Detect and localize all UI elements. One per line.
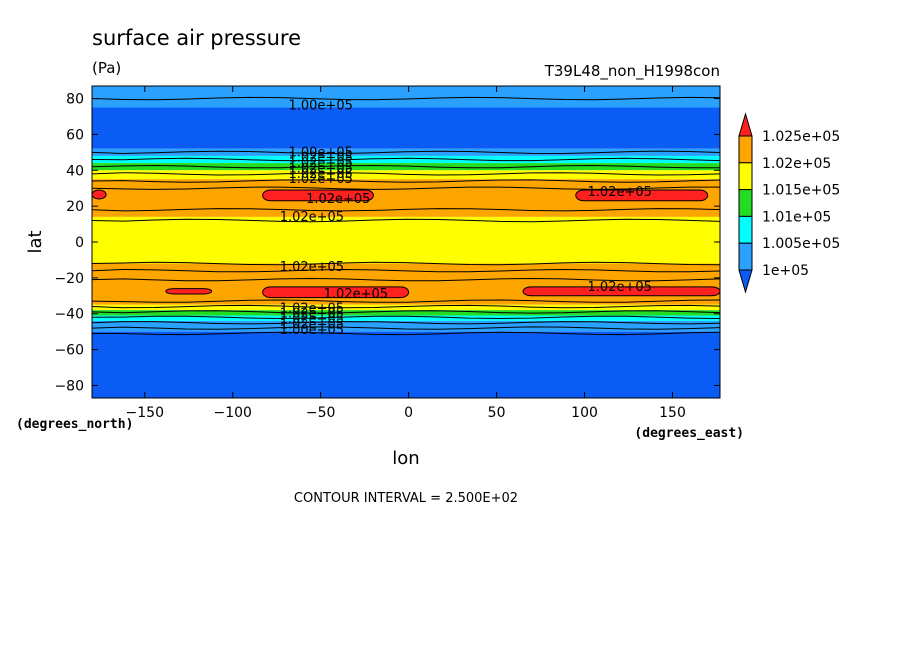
contour-line-3	[91, 164, 721, 169]
contour-line-5	[91, 179, 721, 183]
y-tick-label: −60	[54, 343, 84, 359]
contour-line-11	[91, 277, 721, 282]
chart-subtitle: (Pa)	[92, 59, 121, 77]
x-tick-label: 150	[659, 405, 686, 421]
band-13	[92, 331, 720, 398]
contour-line-18	[91, 331, 721, 336]
contour-line-15	[91, 315, 721, 320]
contour-label: 1.02e+05	[588, 185, 652, 200]
colorbar-label: 1.02e+05	[762, 156, 831, 172]
contour-line-7	[91, 208, 721, 212]
contour-line-16	[91, 321, 721, 325]
band-11	[92, 315, 720, 321]
run-label: T39L48_non_H1998con	[544, 62, 720, 81]
colorbar-segment	[738, 215, 753, 244]
colorbar-label: 1.015e+05	[762, 183, 840, 199]
chart-title: surface air pressure	[92, 26, 301, 50]
max-patch-4	[262, 286, 410, 299]
contour-label: 1.02e+05	[280, 260, 344, 275]
y-tick-label: 20	[66, 199, 84, 215]
band-2	[92, 148, 720, 156]
x-unit-label: (degrees_east)	[634, 426, 744, 441]
contour-labels: 1.00e+051.00e+051.02e+051.02e+051.02e+05…	[280, 99, 652, 338]
contour-label: 1.00e+05	[288, 145, 352, 160]
x-tick-label: −150	[126, 405, 164, 421]
max-patch-2	[575, 189, 709, 202]
y-unit-label: (degrees_north)	[16, 417, 133, 432]
y-axis-title: lat	[25, 230, 46, 253]
contour-label: 1.02e+05	[280, 312, 344, 327]
contour-label: 1.02e+05	[280, 301, 344, 316]
band-10	[92, 310, 720, 316]
contour-line-6	[91, 186, 720, 190]
colorbar-segment	[738, 189, 753, 217]
colorbar-top-arrow	[738, 112, 753, 137]
max-patch-3	[165, 288, 213, 295]
band-12	[92, 320, 720, 332]
contour-line-13	[91, 304, 721, 309]
colorbar-label: 1e+05	[762, 263, 809, 279]
colorbar: 1.025e+05 1.02e+05 1.015e+05 1.01e+05 1.005e…	[738, 112, 840, 294]
band-9	[92, 304, 720, 311]
x-tick-label: −50	[306, 405, 336, 421]
x-tick-label: 100	[571, 405, 598, 421]
y-tick-label: 60	[66, 127, 84, 143]
y-tick-label: −20	[54, 271, 84, 287]
contour-label: 1.02e+05	[288, 161, 352, 176]
colorbar-label: 1.005e+05	[762, 236, 840, 252]
colorbar-segment	[738, 162, 753, 191]
x-axis-ticks: −150 −100 −50 0 50 100 150	[126, 86, 686, 421]
contour-label: 1.02e+05	[288, 172, 352, 187]
contour-label: 1.02e+05	[288, 156, 352, 171]
contour-label: 1.02e+05	[288, 167, 352, 182]
y-tick-label: −80	[54, 378, 84, 394]
contour-label: 1.00e+05	[280, 323, 344, 338]
contour-line-9	[91, 261, 721, 266]
contour-label: 1.02e+05	[280, 317, 344, 332]
colorbar-label: 1.01e+05	[762, 209, 831, 225]
contour-line-0	[91, 96, 721, 101]
band-7	[92, 216, 720, 264]
x-tick-label: 50	[488, 405, 506, 421]
contour-lines	[91, 96, 721, 336]
contour-line-8	[91, 218, 721, 223]
x-axis-title: lon	[392, 448, 419, 469]
max-patch-0	[91, 189, 107, 200]
colorbar-label: 1.025e+05	[762, 129, 840, 145]
colorbar-bottom-arrow	[738, 269, 753, 294]
contour-line-14	[91, 310, 721, 314]
max-patch-1	[262, 189, 374, 202]
band-4	[92, 163, 720, 171]
y-tick-label: 80	[66, 92, 84, 108]
colorbar-segment	[738, 135, 753, 164]
x-tick-label: −100	[214, 405, 252, 421]
contour-label: 1.02e+05	[306, 192, 370, 207]
contour-label: 1.00e+05	[288, 99, 352, 114]
contour-label: 1.02e+05	[324, 287, 388, 302]
y-tick-label: 40	[66, 163, 84, 179]
plot-area	[92, 86, 720, 398]
contour-label: 1.02e+05	[280, 210, 344, 225]
y-tick-label: −40	[54, 307, 84, 323]
contour-label: 1.02e+05	[288, 151, 352, 166]
contour-line-4	[91, 172, 721, 176]
y-tick-label: 0	[75, 235, 84, 251]
contour-line-2	[91, 157, 721, 162]
contour-line-12	[91, 299, 721, 303]
contour-line-1	[91, 150, 721, 155]
colorbar-segment	[738, 242, 753, 271]
contour-line-17	[91, 326, 721, 330]
contour-line-10	[91, 268, 721, 273]
contour-interval-note: CONTOUR INTERVAL = 2.500E+02	[294, 491, 518, 506]
y-axis-ticks: −80 −60 −40 −20 0 20 40 60 80	[54, 92, 720, 394]
contour-label: 1.02e+05	[588, 280, 652, 295]
x-tick-label: 0	[404, 405, 413, 421]
band-1	[92, 107, 720, 149]
band-0	[92, 86, 720, 108]
contour-label: 1.02e+05	[280, 307, 344, 322]
band-3	[92, 155, 720, 164]
